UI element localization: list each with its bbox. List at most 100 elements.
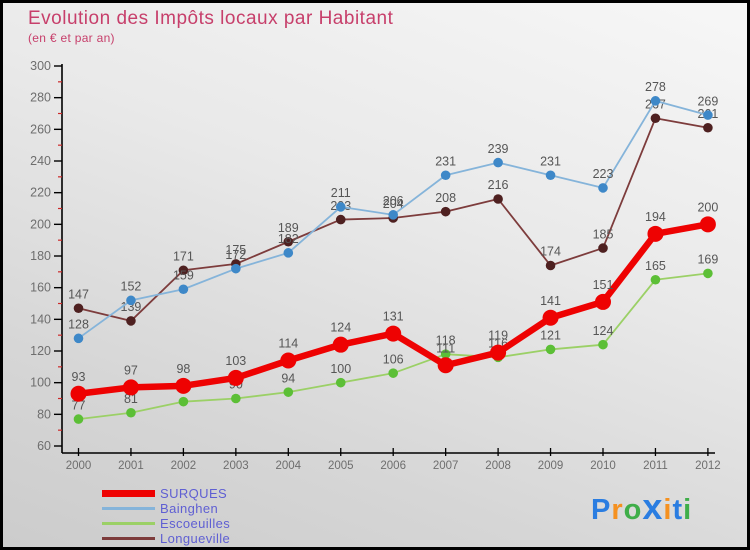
x-tick-label: 2007 [433, 460, 459, 472]
legend-label-bainghen: Bainghen [160, 501, 219, 516]
data-label: 114 [278, 337, 298, 351]
line-chart: 60 80 100 120 140 160 180 200 220 240 260 280 300 200… [30, 59, 721, 472]
y-tick-label: 80 [37, 407, 51, 421]
x-tick-label: 2002 [171, 460, 197, 472]
axes: 60 80 100 120 140 160 180 200 220 240 260 280 300 200… [30, 59, 721, 472]
logo-letter-P: P [591, 494, 612, 526]
y-tick-label: 140 [30, 312, 51, 326]
data-label: 106 [383, 352, 404, 366]
data-point [598, 339, 608, 350]
x-tick-label: 2006 [380, 460, 406, 472]
data-point [126, 295, 136, 306]
data-label: 194 [645, 210, 666, 224]
data-point [335, 377, 346, 388]
data-point [335, 202, 346, 212]
data-point [493, 194, 503, 204]
data-label: 239 [488, 142, 509, 156]
y-tick-label: 120 [30, 344, 51, 358]
data-label: 118 [436, 333, 456, 347]
data-point [283, 236, 294, 247]
data-label: 77 [72, 398, 86, 412]
data-point [595, 293, 611, 310]
y-tick-label: 240 [30, 154, 51, 168]
data-point [175, 377, 192, 394]
data-point [440, 206, 451, 217]
data-point [335, 214, 346, 225]
data-label: 128 [68, 318, 89, 332]
data-label: 131 [383, 310, 404, 324]
x-tick-label: 2001 [118, 460, 144, 472]
legend-item-escoeuilles: Escoeuilles [102, 516, 230, 531]
data-label: 216 [488, 178, 509, 192]
data-label: 124 [330, 321, 351, 335]
logo-letter-i: i [683, 494, 693, 526]
y-tick-label: 280 [30, 91, 51, 105]
legend-swatch-bainghen [102, 507, 155, 510]
logo-letter-o: o [623, 494, 643, 526]
data-point [126, 407, 136, 418]
data-label: 165 [645, 259, 666, 273]
x-tick-label: 2009 [538, 460, 564, 472]
series-line [77, 272, 709, 420]
x-tick-label: 2005 [328, 460, 354, 472]
data-label: 151 [593, 278, 614, 292]
data-label: 174 [540, 245, 561, 259]
y-tick-label: 180 [30, 249, 51, 263]
data-point [178, 284, 189, 295]
data-point [598, 243, 608, 253]
data-point [440, 170, 451, 181]
data-point [231, 263, 241, 274]
data-point [385, 325, 402, 342]
data-label: 278 [645, 80, 666, 94]
data-point [545, 260, 556, 271]
data-point [647, 225, 664, 242]
logo-letter-x: x [642, 486, 664, 527]
logo-letter-r: r [611, 494, 624, 526]
y-tick-label: 200 [30, 217, 51, 231]
data-point [703, 110, 713, 120]
data-point [231, 393, 241, 404]
data-point [703, 122, 713, 133]
data-label: 172 [225, 248, 246, 262]
x-tick-label: 2004 [276, 460, 302, 472]
data-label: 182 [278, 232, 299, 246]
data-label: 103 [225, 354, 246, 368]
data-point [280, 352, 297, 369]
data-label: 231 [540, 154, 561, 168]
data-label: 189 [278, 221, 299, 235]
data-label: 171 [173, 249, 194, 263]
data-point [437, 357, 454, 374]
legend-swatch-longueville [102, 537, 155, 540]
data-point [598, 183, 608, 193]
data-label: 141 [540, 294, 561, 308]
y-tick-label: 160 [30, 281, 51, 295]
legend-label-surques: SURQUES [160, 486, 228, 501]
data-point [490, 344, 507, 361]
data-label: 200 [697, 200, 718, 214]
data-point [73, 414, 84, 424]
data-label: 111 [436, 341, 455, 355]
data-label: 269 [697, 94, 718, 108]
data-label: 94 [281, 371, 295, 385]
data-label: 206 [383, 194, 404, 208]
data-label: 93 [72, 370, 86, 384]
data-point [650, 274, 661, 285]
legend-swatch-surques [102, 490, 155, 497]
data-label: 81 [124, 392, 138, 406]
y-tick-label: 60 [37, 439, 51, 453]
logo-letter-t: t [672, 494, 684, 526]
logo-letter-i: i [663, 494, 673, 526]
data-point [699, 216, 716, 233]
data-label: 97 [124, 363, 138, 377]
data-point [545, 170, 556, 181]
data-point [542, 309, 559, 326]
legend-label-escoeuilles: Escoeuilles [160, 516, 231, 531]
y-tick-label: 220 [30, 186, 51, 200]
data-point [703, 268, 713, 279]
x-tick-label: 2012 [695, 460, 721, 472]
legend-item-surques: SURQUES [102, 486, 230, 501]
data-point [332, 336, 349, 353]
chart-subtitle: (en € et par an) [28, 31, 115, 45]
data-point [440, 349, 451, 359]
